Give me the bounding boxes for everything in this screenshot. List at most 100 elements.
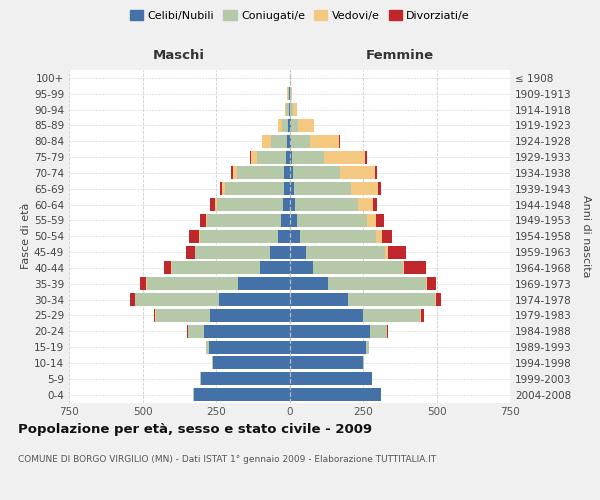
Bar: [358, 198, 373, 211]
Bar: [324, 150, 365, 164]
Bar: [382, 230, 392, 242]
Bar: [212, 356, 213, 370]
Bar: [290, 340, 366, 353]
Bar: [262, 135, 271, 147]
Bar: [154, 309, 155, 322]
Bar: [300, 230, 376, 242]
Bar: [282, 119, 288, 132]
Bar: [290, 88, 291, 100]
Bar: [289, 103, 290, 116]
Bar: [385, 246, 388, 258]
Bar: [186, 246, 195, 258]
Bar: [210, 309, 290, 322]
Bar: [238, 278, 290, 290]
Bar: [290, 309, 363, 322]
Bar: [283, 198, 290, 211]
Bar: [172, 262, 260, 274]
Bar: [286, 150, 290, 164]
Bar: [290, 119, 298, 132]
Text: Femmine: Femmine: [365, 48, 434, 62]
Bar: [290, 182, 294, 195]
Bar: [365, 150, 367, 164]
Bar: [290, 166, 293, 179]
Bar: [147, 278, 238, 290]
Bar: [373, 198, 377, 211]
Bar: [370, 325, 388, 338]
Bar: [348, 293, 435, 306]
Bar: [288, 119, 290, 132]
Bar: [421, 309, 424, 322]
Bar: [292, 150, 324, 164]
Bar: [295, 198, 358, 211]
Bar: [290, 246, 305, 258]
Bar: [200, 230, 278, 242]
Bar: [363, 356, 364, 370]
Bar: [290, 150, 292, 164]
Bar: [156, 309, 210, 322]
Bar: [206, 340, 209, 353]
Bar: [404, 262, 426, 274]
Bar: [290, 278, 328, 290]
Y-axis label: Anni di nascita: Anni di nascita: [581, 195, 591, 278]
Bar: [204, 325, 290, 338]
Bar: [426, 278, 427, 290]
Text: Maschi: Maschi: [153, 48, 205, 62]
Legend: Celibi/Nubili, Coniugati/e, Vedovi/e, Divorziati/e: Celibi/Nubili, Coniugati/e, Vedovi/e, Di…: [125, 6, 475, 25]
Bar: [290, 135, 291, 147]
Bar: [388, 246, 406, 258]
Bar: [376, 230, 382, 242]
Bar: [290, 325, 370, 338]
Bar: [310, 135, 340, 147]
Bar: [291, 135, 310, 147]
Bar: [286, 103, 289, 116]
Bar: [257, 150, 286, 164]
Bar: [290, 356, 363, 370]
Bar: [290, 388, 380, 401]
Bar: [403, 262, 404, 274]
Bar: [251, 150, 257, 164]
Bar: [297, 214, 367, 227]
Bar: [290, 372, 372, 385]
Bar: [290, 293, 348, 306]
Bar: [285, 103, 286, 116]
Bar: [278, 119, 282, 132]
Bar: [284, 182, 290, 195]
Bar: [436, 293, 442, 306]
Bar: [328, 278, 426, 290]
Bar: [290, 230, 300, 242]
Bar: [215, 198, 217, 211]
Bar: [313, 262, 403, 274]
Bar: [366, 340, 369, 353]
Bar: [305, 246, 385, 258]
Y-axis label: Fasce di età: Fasce di età: [21, 203, 31, 270]
Bar: [200, 214, 206, 227]
Bar: [194, 388, 290, 401]
Bar: [271, 135, 287, 147]
Bar: [290, 262, 313, 274]
Bar: [351, 182, 378, 195]
Bar: [290, 214, 297, 227]
Bar: [135, 293, 219, 306]
Bar: [196, 246, 271, 258]
Bar: [200, 372, 202, 385]
Bar: [288, 88, 289, 100]
Bar: [210, 198, 215, 211]
Bar: [271, 246, 290, 258]
Bar: [290, 198, 295, 211]
Bar: [376, 166, 377, 179]
Bar: [188, 325, 204, 338]
Bar: [209, 340, 290, 353]
Bar: [376, 214, 383, 227]
Bar: [220, 182, 222, 195]
Bar: [290, 103, 293, 116]
Bar: [298, 119, 314, 132]
Text: Popolazione per età, sesso e stato civile - 2009: Popolazione per età, sesso e stato civil…: [18, 422, 372, 436]
Bar: [237, 166, 284, 179]
Bar: [206, 214, 207, 227]
Bar: [427, 278, 436, 290]
Bar: [281, 214, 290, 227]
Text: COMUNE DI BORGO VIRGILIO (MN) - Dati ISTAT 1° gennaio 2009 - Elaborazione TUTTIT: COMUNE DI BORGO VIRGILIO (MN) - Dati IST…: [18, 455, 436, 464]
Bar: [287, 135, 290, 147]
Bar: [250, 150, 251, 164]
Bar: [231, 166, 233, 179]
